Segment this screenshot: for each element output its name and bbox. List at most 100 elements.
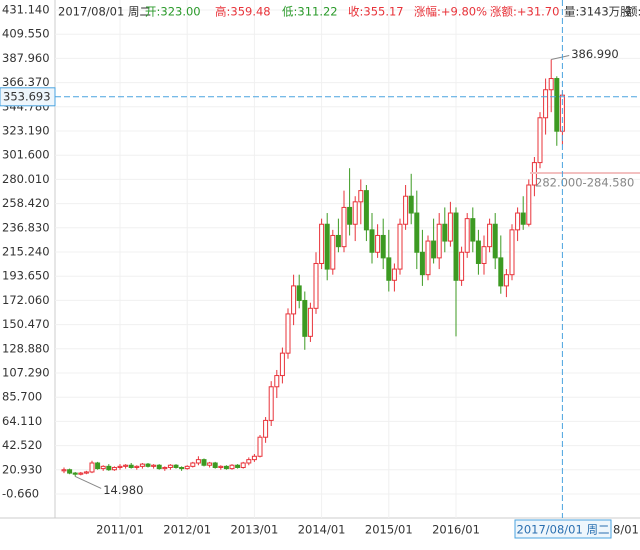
x-tick-label: 2014/01 <box>298 523 346 537</box>
candle-body <box>246 459 252 464</box>
candle-body <box>229 464 235 470</box>
y-tick-label: 323.190 <box>2 124 50 138</box>
candle-body <box>548 78 554 91</box>
candle-body <box>481 246 487 264</box>
candle-body <box>279 352 285 377</box>
candle-body <box>89 462 95 473</box>
crosshair-y-label: 353.693 <box>3 89 51 103</box>
candle-body <box>296 285 302 301</box>
candle-body <box>380 234 386 259</box>
crosshair-x-label: 2017/08/01 周二 <box>517 523 610 537</box>
candle-body <box>218 465 224 468</box>
y-tick-label: 301.600 <box>2 148 50 162</box>
min-label: 14.980 <box>103 483 143 497</box>
candle-body <box>72 472 78 475</box>
candle-body <box>363 190 369 231</box>
candle-body <box>111 466 117 471</box>
candle-body <box>352 201 358 225</box>
candle-body <box>436 223 442 259</box>
candle-body <box>554 78 560 132</box>
candle-body <box>492 223 498 259</box>
candle-body <box>498 257 504 287</box>
candle-body <box>425 240 431 276</box>
candle-body <box>162 466 168 470</box>
candle-body <box>201 459 207 466</box>
candle-body <box>375 234 381 253</box>
candle-body <box>447 212 453 242</box>
candle-body <box>347 206 353 225</box>
crosshair-x-box <box>514 519 612 539</box>
x-edge-label: 8/01 <box>613 523 639 537</box>
y-tick-label: 366.370 <box>2 75 50 89</box>
candle-body <box>475 240 481 264</box>
y-tick-label: 20.930 <box>2 462 42 476</box>
candle-body <box>184 465 190 470</box>
candle-body <box>128 464 134 468</box>
candle-body <box>223 465 229 470</box>
candle-body <box>257 436 263 457</box>
crosshair-y-box <box>0 87 56 107</box>
candle-body <box>503 274 509 287</box>
candle-body <box>487 223 493 248</box>
candle-body <box>190 462 196 467</box>
range-label: 282.000-284.580 <box>535 176 634 190</box>
candle-body <box>151 464 157 467</box>
y-tick-label: 150.470 <box>2 317 50 331</box>
candle-body <box>509 229 515 276</box>
y-tick-label: 172.060 <box>2 293 50 307</box>
y-tick-label: 236.830 <box>2 220 50 234</box>
candle-body <box>235 464 241 468</box>
candle-body <box>341 206 347 248</box>
candle-body <box>167 464 173 468</box>
y-tick-label: 258.420 <box>2 196 50 210</box>
x-tick-label: 2012/01 <box>163 523 211 537</box>
candle-body <box>414 212 420 253</box>
header-item: 低:311.22 <box>282 5 338 19</box>
candle-body <box>173 464 179 468</box>
candle-body <box>212 462 218 468</box>
header-item: 收:355.17 <box>348 5 404 19</box>
candle-body <box>470 218 476 242</box>
candle-body <box>386 257 392 281</box>
candle-body <box>67 469 73 474</box>
candle-body <box>139 463 145 467</box>
candle-body <box>459 251 465 281</box>
candle-body <box>520 212 526 225</box>
max-pointer <box>551 54 570 60</box>
header-item: 涨额:+31.70 <box>490 5 559 19</box>
x-tick-label: 2016/01 <box>432 523 480 537</box>
header-item: 量:3143万股 <box>564 5 632 19</box>
candle-body <box>195 459 201 464</box>
candle-body <box>431 240 437 259</box>
candle-body <box>537 117 543 164</box>
candle-body <box>179 466 185 470</box>
candle-body <box>117 465 123 468</box>
header-item: 高:359.48 <box>215 5 271 19</box>
candle-body <box>95 462 101 470</box>
candle-body <box>453 212 459 281</box>
header-item: 2017/08/01 周二 <box>58 5 151 19</box>
candle-body <box>324 223 330 270</box>
candle-body <box>313 262 319 309</box>
candle-body <box>330 234 336 270</box>
x-tick-label: 2011/01 <box>96 523 144 537</box>
candle-body <box>78 472 84 475</box>
candle-body <box>251 455 257 461</box>
candle-body <box>403 195 409 225</box>
candle-body <box>268 386 274 421</box>
candle-body <box>442 223 448 242</box>
candle-body <box>464 218 470 253</box>
candle-body <box>408 195 414 214</box>
x-tick-label: 2015/01 <box>365 523 413 537</box>
candle-body <box>358 190 364 203</box>
candle-body <box>83 471 89 474</box>
candle-body <box>335 234 341 248</box>
candle-body <box>543 89 549 119</box>
y-tick-label: 64.110 <box>2 414 42 428</box>
x-tick-label: 2013/01 <box>231 523 279 537</box>
candle-body <box>526 184 532 225</box>
candle-body <box>123 464 129 467</box>
candle-body <box>207 462 213 466</box>
